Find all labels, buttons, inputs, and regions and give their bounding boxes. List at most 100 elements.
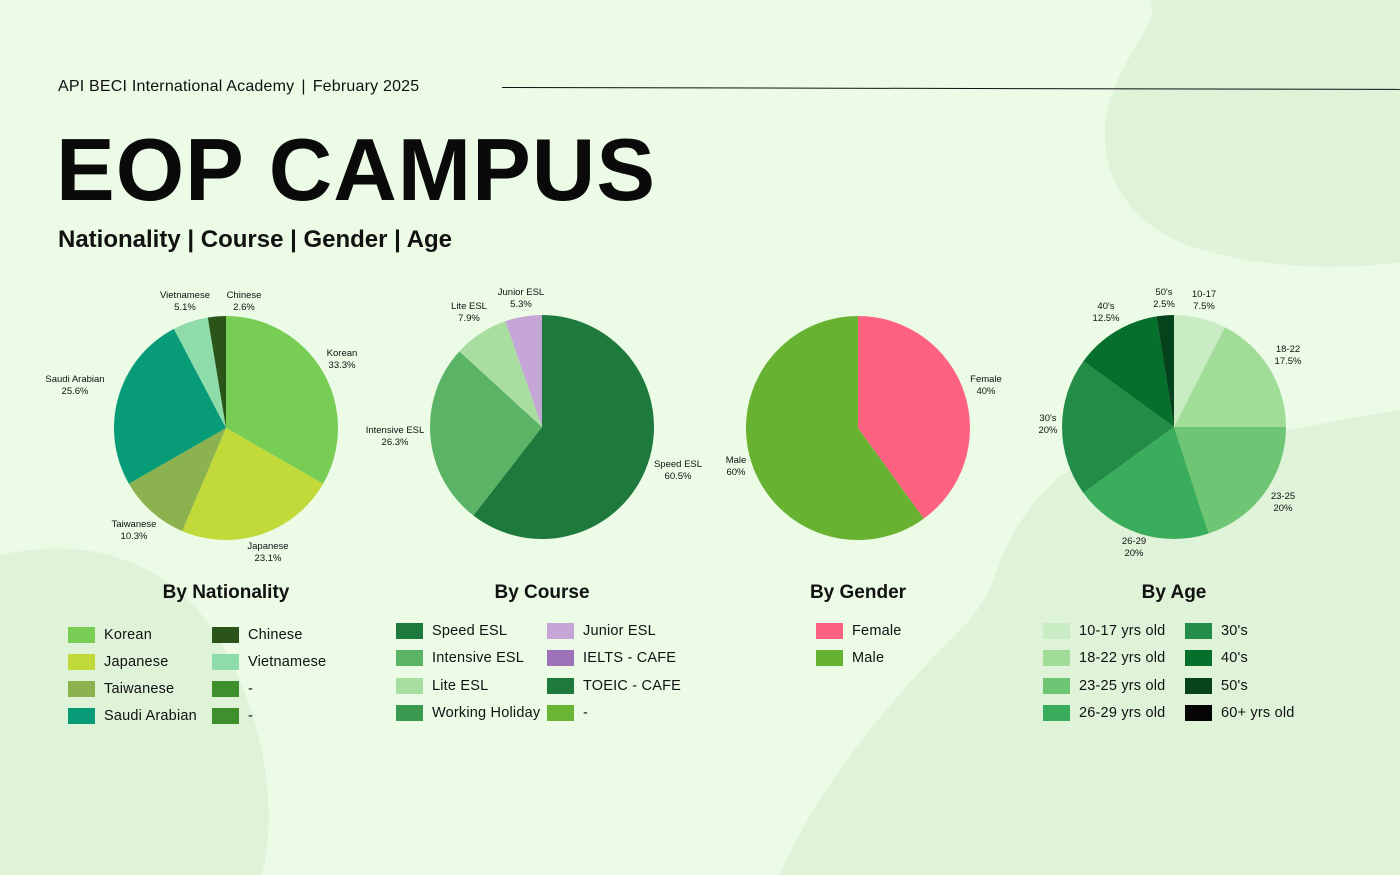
background-blob-bottom-left bbox=[0, 548, 269, 875]
slice-label-percent: 12.5% bbox=[1093, 313, 1120, 324]
legend-item-course: IELTS - CAFE bbox=[547, 650, 677, 667]
slice-label-nationality-2: Taiwanese 10.3% bbox=[112, 519, 157, 542]
pie-slice-age-1 bbox=[1174, 327, 1286, 427]
slice-label-age-6: 50's 2.5% bbox=[1153, 287, 1175, 310]
slice-label-age-2: 23-25 20% bbox=[1271, 491, 1295, 514]
pie-slice-nationality-1 bbox=[182, 428, 324, 541]
pie-slice-age-0 bbox=[1174, 315, 1225, 427]
legend-label: 18-22 yrs old bbox=[1079, 650, 1166, 667]
chart-heading-course: By Course bbox=[494, 582, 590, 603]
slice-label-percent: 60.5% bbox=[665, 471, 692, 482]
legend-item-nationality: - bbox=[212, 681, 253, 697]
slice-label-course-1: Intensive ESL 26.3% bbox=[366, 425, 425, 448]
page-title: EOP CAMPUS bbox=[56, 120, 657, 219]
slice-label-nationality-0: Korean 33.3% bbox=[327, 348, 358, 371]
slice-label-name: Junior ESL bbox=[498, 287, 544, 298]
legend-label: IELTS - CAFE bbox=[583, 650, 677, 667]
slice-label-age-0: 10-17 7.5% bbox=[1192, 289, 1216, 312]
slice-label-percent: 60% bbox=[726, 467, 746, 478]
legend-label: 26-29 yrs old bbox=[1079, 704, 1166, 721]
legend-label: Japanese bbox=[104, 654, 169, 670]
legend-swatch bbox=[1185, 650, 1212, 667]
pie-slice-age-5 bbox=[1083, 316, 1174, 427]
chart-heading-nationality: By Nationality bbox=[162, 582, 290, 603]
legend-swatch bbox=[396, 623, 423, 639]
slice-label-name: 23-25 bbox=[1271, 491, 1295, 502]
legend-label: 60+ yrs old bbox=[1221, 704, 1295, 721]
legend-label: Female bbox=[852, 623, 902, 639]
pie-slice-age-6 bbox=[1156, 315, 1174, 427]
legend-label: Working Holiday bbox=[432, 704, 541, 721]
slice-label-percent: 33.3% bbox=[329, 360, 356, 371]
background-blob-top-right bbox=[1104, 0, 1400, 267]
slice-label-percent: 5.1% bbox=[174, 302, 196, 313]
slice-label-name: Saudi Arabian bbox=[45, 374, 104, 385]
pie-chart-nationality: Korean 33.3% Japanese 23.1% Taiwanese 10.3% Sa… bbox=[45, 290, 357, 564]
chart-heading-gender: By Gender bbox=[809, 582, 907, 603]
legend-label: Vietnamese bbox=[248, 654, 327, 670]
legend-item-nationality: - bbox=[212, 708, 253, 724]
legend-swatch bbox=[1043, 650, 1070, 667]
legend-item-age: 26-29 yrs old bbox=[1043, 704, 1166, 721]
slice-label-name: 18-22 bbox=[1276, 344, 1300, 355]
legend-label: Intensive ESL bbox=[432, 650, 525, 667]
legend-swatch bbox=[547, 704, 574, 721]
slice-label-course-3: Junior ESL 5.3% bbox=[498, 287, 544, 310]
legend-item-gender: Male bbox=[816, 650, 884, 666]
legend-item-course: TOEIC - CAFE bbox=[547, 677, 682, 694]
legend-item-nationality: Korean bbox=[68, 627, 152, 643]
slice-label-nationality-3: Saudi Arabian 25.6% bbox=[45, 374, 104, 397]
pie-chart-gender: Female 40% Male 60% bbox=[726, 316, 1002, 540]
legend-swatch bbox=[68, 654, 95, 670]
legend-label: Chinese bbox=[248, 627, 303, 643]
legend-label: Lite ESL bbox=[432, 677, 489, 694]
legend-swatch bbox=[68, 708, 95, 724]
legend-label: Male bbox=[852, 650, 885, 666]
legend-label: Speed ESL bbox=[432, 623, 508, 639]
slice-label-age-4: 30's 20% bbox=[1038, 413, 1058, 436]
legend-item-nationality: Saudi Arabian bbox=[68, 708, 197, 724]
legend-swatch bbox=[212, 627, 239, 643]
slice-label-name: 10-17 bbox=[1192, 289, 1216, 300]
slice-label-name: Intensive ESL bbox=[366, 425, 425, 436]
legend-label: 30's bbox=[1221, 623, 1248, 639]
pie-slice-gender-0 bbox=[858, 316, 970, 519]
slice-label-percent: 40% bbox=[976, 386, 996, 397]
legend-item-age: 50's bbox=[1185, 677, 1248, 694]
pie-slice-age-3 bbox=[1083, 427, 1209, 540]
legend-item-nationality: Japanese bbox=[68, 654, 169, 670]
legend-item-nationality: Chinese bbox=[212, 627, 303, 643]
legend-item-age: 40's bbox=[1185, 650, 1248, 667]
legend-label: TOEIC - CAFE bbox=[583, 677, 682, 694]
slice-label-age-1: 18-22 17.5% bbox=[1275, 344, 1302, 367]
slice-label-percent: 2.5% bbox=[1153, 299, 1175, 310]
pie-slice-course-2 bbox=[459, 321, 542, 427]
slice-label-course-0: Speed ESL 60.5% bbox=[654, 459, 702, 482]
legend-item-age: 10-17 yrs old bbox=[1043, 623, 1165, 639]
legend-swatch bbox=[547, 650, 574, 667]
slice-label-percent: 17.5% bbox=[1275, 356, 1302, 367]
slice-label-name: Taiwanese bbox=[112, 519, 157, 530]
page-subtitle: Nationality | Course | Gender | Age bbox=[58, 226, 452, 253]
header-line: API BECI International Academy | February … bbox=[58, 78, 419, 96]
legend-label: Korean bbox=[104, 627, 152, 643]
pie-slice-nationality-0 bbox=[226, 316, 338, 484]
slice-label-percent: 10.3% bbox=[121, 531, 148, 542]
legend-label: 10-17 yrs old bbox=[1079, 623, 1166, 639]
slice-label-name: 30's bbox=[1039, 413, 1056, 424]
legend-swatch bbox=[212, 654, 239, 670]
legend-swatch bbox=[212, 681, 239, 697]
legend-swatch bbox=[396, 650, 423, 667]
slice-label-percent: 2.6% bbox=[233, 302, 255, 313]
pie-slice-course-0 bbox=[473, 315, 654, 540]
legend-item-age: 18-22 yrs old bbox=[1043, 650, 1166, 667]
slice-label-name: Vietnamese bbox=[160, 290, 210, 301]
slice-label-percent: 25.6% bbox=[62, 386, 89, 397]
pie-slice-age-4 bbox=[1062, 361, 1174, 493]
slice-label-percent: 23.1% bbox=[255, 553, 282, 564]
slice-label-name: Lite ESL bbox=[451, 301, 487, 312]
legend-item-course: Intensive ESL bbox=[396, 650, 525, 667]
slice-label-name: 50's bbox=[1155, 287, 1172, 298]
